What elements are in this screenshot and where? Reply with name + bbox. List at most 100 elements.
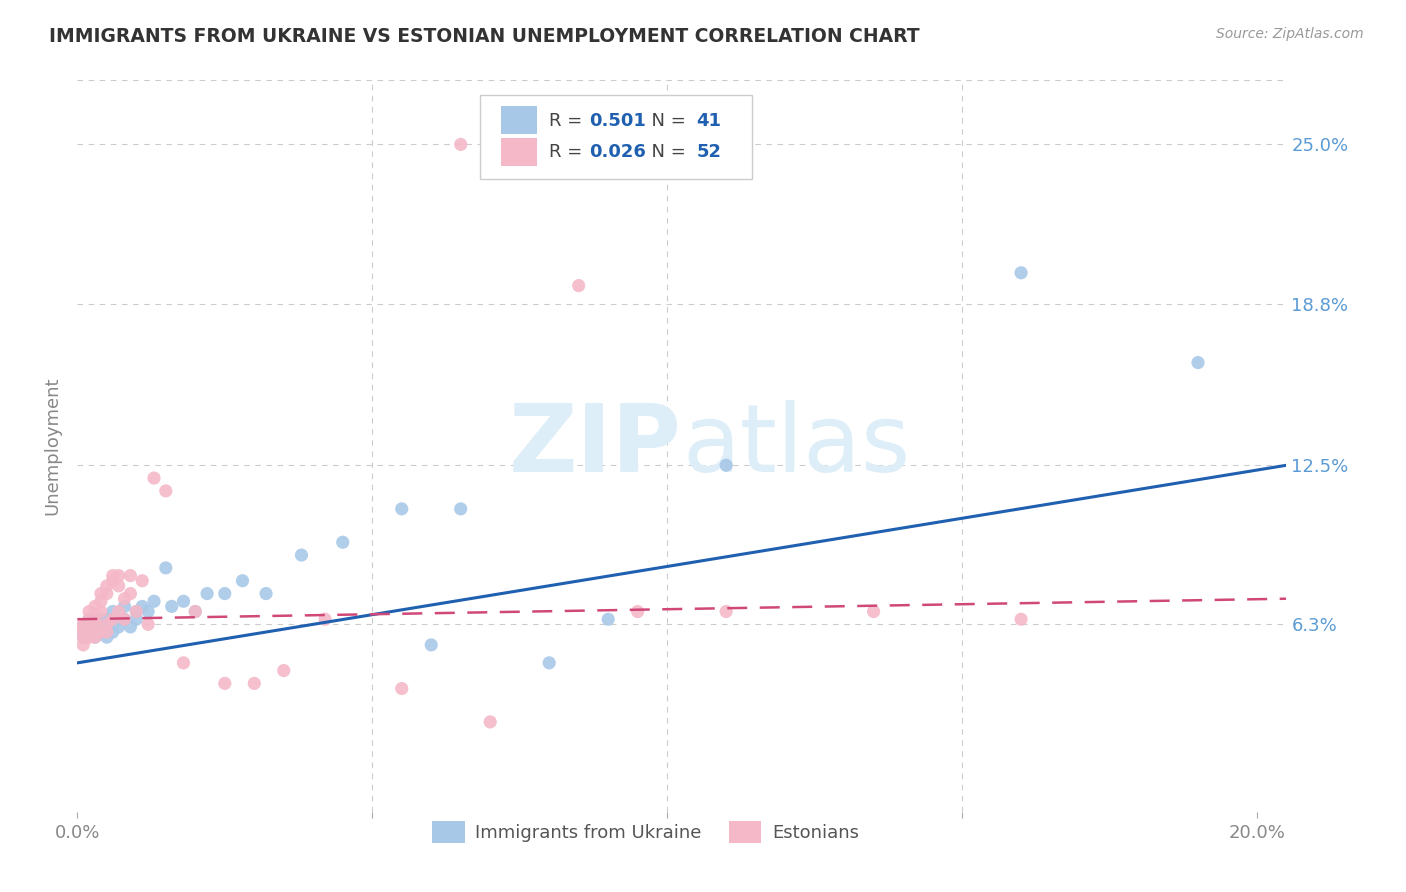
Point [84, 599, 107, 614]
Point [96, 586, 118, 600]
Point [96, 612, 118, 626]
Point [114, 599, 136, 614]
Point [173, 594, 195, 608]
Point [479, 714, 502, 729]
Bar [501, 106, 537, 134]
Point [1010, 612, 1032, 626]
Point [195, 586, 218, 600]
Point [314, 612, 336, 626]
Point [568, 278, 591, 293]
Point [72, 620, 94, 634]
Point [1010, 266, 1032, 280]
Point [714, 458, 737, 473]
Point [84, 617, 107, 632]
Point [332, 535, 354, 549]
Point [90, 612, 112, 626]
Text: R =: R = [548, 112, 588, 129]
Point [101, 574, 124, 588]
Bar [501, 138, 537, 166]
Text: ZIP: ZIP [509, 400, 682, 492]
Point [450, 501, 472, 516]
Text: N =: N = [640, 112, 692, 129]
Text: IMMIGRANTS FROM UKRAINE VS ESTONIAN UNEMPLOYMENT CORRELATION CHART: IMMIGRANTS FROM UKRAINE VS ESTONIAN UNEM… [49, 27, 920, 45]
Point [84, 630, 107, 644]
Point [77, 617, 100, 632]
Point [131, 599, 153, 614]
Point [114, 591, 136, 606]
Point [84, 612, 107, 626]
Point [136, 617, 159, 632]
Point [90, 586, 112, 600]
Point [84, 630, 107, 644]
Point [184, 605, 207, 619]
Point [136, 605, 159, 619]
Point [77, 605, 100, 619]
Point [90, 625, 112, 640]
Point [77, 630, 100, 644]
Point [214, 676, 236, 690]
Point [131, 574, 153, 588]
Point [90, 605, 112, 619]
Point [72, 625, 94, 640]
Point [84, 625, 107, 640]
Point [114, 612, 136, 626]
Point [120, 568, 142, 582]
Point [90, 620, 112, 634]
Point [391, 501, 413, 516]
Point [155, 483, 177, 498]
Point [72, 638, 94, 652]
Point [107, 612, 129, 626]
Point [120, 620, 142, 634]
Point [714, 605, 737, 619]
Point [391, 681, 413, 696]
Point [173, 656, 195, 670]
Point [160, 599, 183, 614]
Point [243, 676, 266, 690]
Text: 41: 41 [696, 112, 721, 129]
Point [72, 620, 94, 634]
Point [77, 625, 100, 640]
Point [77, 612, 100, 626]
Point [77, 625, 100, 640]
Point [96, 630, 118, 644]
Text: 0.501: 0.501 [589, 112, 645, 129]
FancyBboxPatch shape [479, 95, 752, 179]
Y-axis label: Unemployment: Unemployment [44, 376, 62, 516]
Legend: Immigrants from Ukraine, Estonians: Immigrants from Ukraine, Estonians [425, 814, 866, 850]
Point [101, 568, 124, 582]
Point [101, 625, 124, 640]
Point [107, 620, 129, 634]
Point [143, 594, 166, 608]
Text: atlas: atlas [682, 400, 910, 492]
Point [107, 579, 129, 593]
Point [538, 656, 561, 670]
Point [290, 548, 312, 562]
Point [214, 586, 236, 600]
Point [862, 605, 884, 619]
Point [96, 617, 118, 632]
Point [125, 605, 148, 619]
Point [107, 605, 129, 619]
Text: 0.026: 0.026 [589, 143, 645, 161]
Text: Source: ZipAtlas.com: Source: ZipAtlas.com [1216, 27, 1364, 41]
Point [273, 664, 295, 678]
Point [72, 617, 94, 632]
Point [72, 630, 94, 644]
Point [96, 579, 118, 593]
Point [450, 137, 472, 152]
Point [155, 561, 177, 575]
Point [120, 586, 142, 600]
Text: 52: 52 [696, 143, 721, 161]
Point [114, 612, 136, 626]
Point [598, 612, 620, 626]
Point [107, 568, 129, 582]
Point [84, 625, 107, 640]
Point [84, 617, 107, 632]
Text: N =: N = [640, 143, 692, 161]
Point [125, 612, 148, 626]
Point [1187, 355, 1209, 369]
Point [254, 586, 277, 600]
Point [125, 605, 148, 619]
Text: R =: R = [548, 143, 588, 161]
Point [77, 612, 100, 626]
